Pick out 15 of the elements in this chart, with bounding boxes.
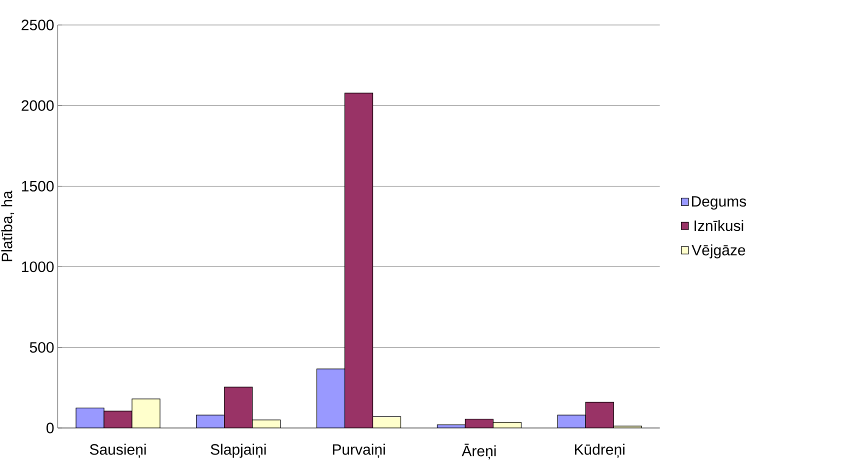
y-tick-label: 500 — [30, 342, 54, 353]
x-tick-label: Kūdreņi — [574, 444, 624, 458]
legend-label: Degums — [692, 196, 746, 210]
y-tick-label: 1000 — [22, 261, 54, 272]
legend-label: Vējgāze — [692, 244, 746, 258]
y-tick-label: 1500 — [22, 180, 54, 192]
y-tick-label: 2500 — [22, 20, 54, 30]
y-tick-label: 0 — [46, 422, 54, 434]
x-tick-label: Slapjaiņi — [210, 444, 266, 458]
legend-label: Iznīkusi — [694, 220, 744, 232]
x-tick-label: Purvaiņi — [332, 444, 385, 458]
x-tick-label: Sausieņi — [90, 444, 146, 458]
y-axis-title: Platība, ha — [1, 190, 14, 262]
x-tick-label: Āreņi — [462, 444, 496, 460]
y-tick-label: 2000 — [22, 100, 54, 111]
